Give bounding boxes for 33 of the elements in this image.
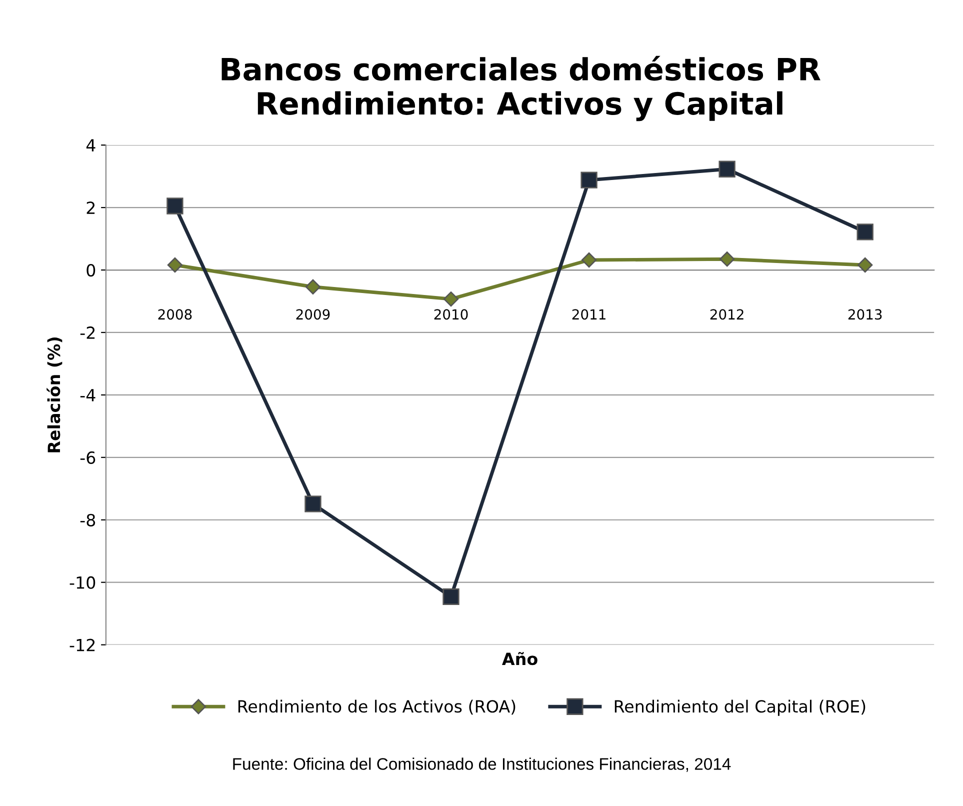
y-tick-label: -4: [80, 389, 96, 402]
point: [856, 224, 874, 240]
y-tick-label: -8: [80, 514, 96, 526]
point: [167, 257, 183, 273]
x-tick-label: 2012: [710, 309, 744, 320]
y-axis-title: Relación (%): [46, 338, 62, 452]
y-tick-label: -6: [80, 451, 96, 464]
point: [719, 252, 735, 267]
y-tick-label: -10: [70, 576, 96, 589]
source-note: Fuente: Oficina del Comisionado de Instituciones Financieras, 2014: [233, 758, 731, 772]
point: [442, 588, 460, 606]
x-tick-label: 2010: [434, 309, 468, 320]
x-axis-title: Año: [502, 652, 538, 666]
x-tick-label: 2011: [572, 309, 606, 320]
legend-label: Rendimiento del Capital (ROE): [614, 700, 866, 716]
point: [580, 172, 598, 188]
y-tick-label: -12: [70, 638, 95, 652]
y-tick-label: 2: [86, 202, 95, 214]
y-tick-label: -2: [80, 326, 95, 339]
legend-label: Rendimiento de los Activos (ROA): [238, 700, 516, 715]
x-tick-label: 2013: [848, 309, 882, 320]
point: [443, 291, 459, 307]
point: [304, 496, 322, 512]
point: [166, 198, 184, 214]
point: [858, 257, 873, 273]
chart-title: Bancos comerciales domésticos PR Rendimiento: Activos y Capital: [222, 56, 820, 122]
point: [581, 252, 597, 268]
point: [305, 279, 321, 294]
y-tick-label: 4: [86, 139, 96, 152]
point: [718, 160, 736, 178]
x-tick-label: 2008: [158, 309, 192, 320]
y-tick-label: 0: [86, 264, 96, 277]
x-tick-label: 2009: [296, 309, 330, 320]
